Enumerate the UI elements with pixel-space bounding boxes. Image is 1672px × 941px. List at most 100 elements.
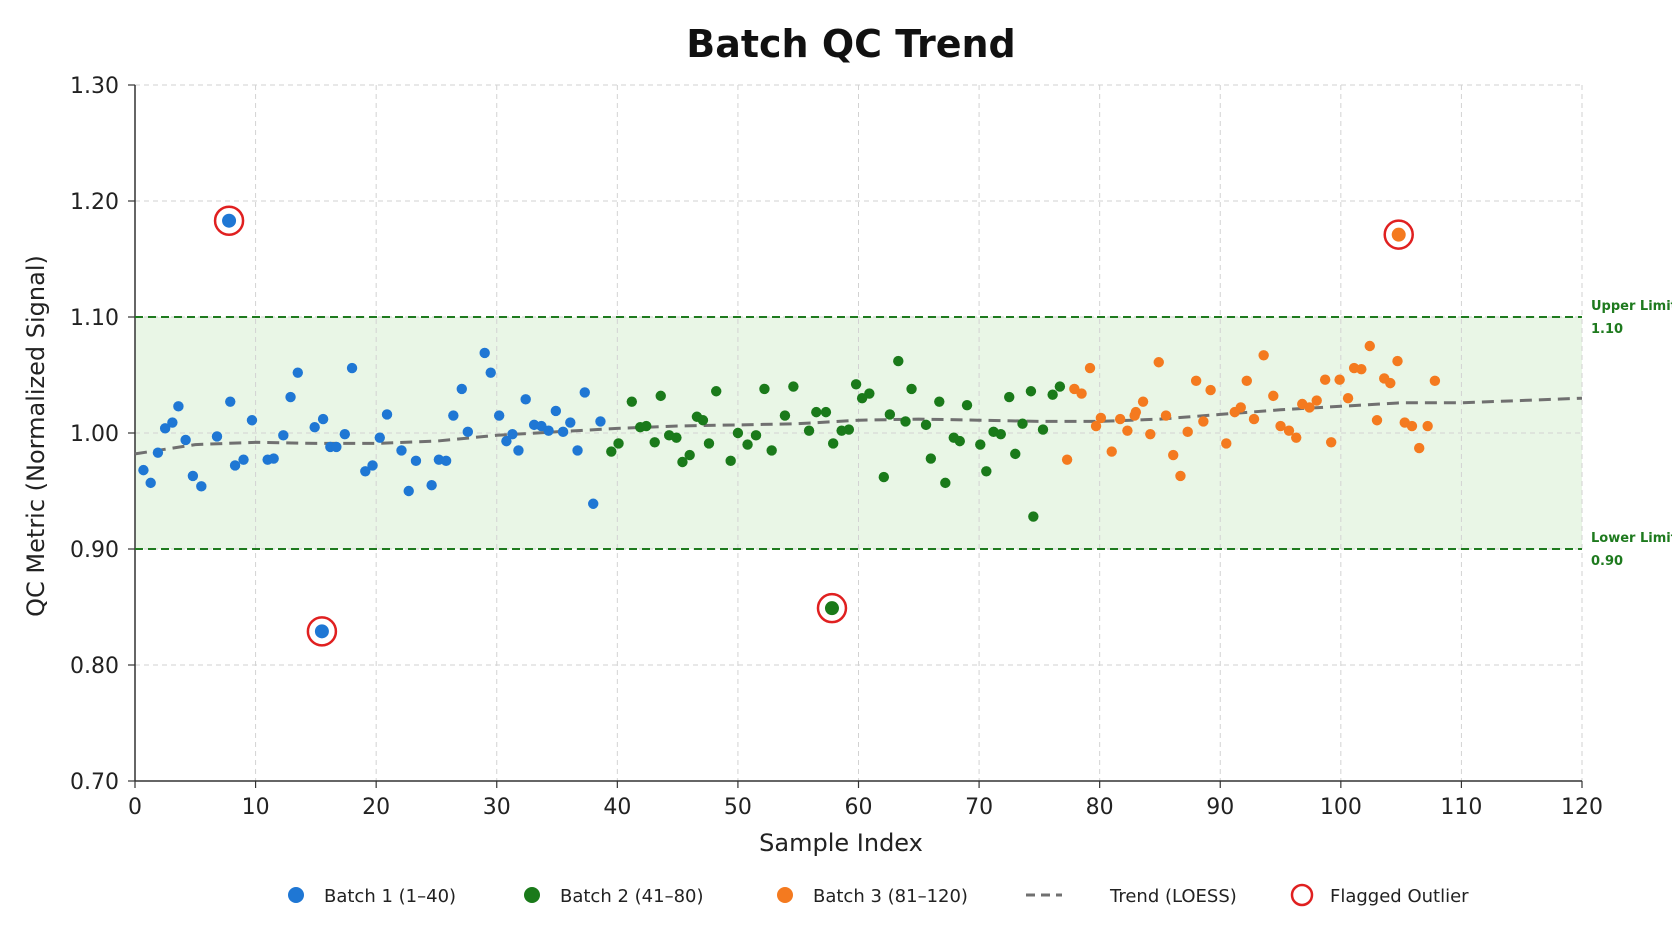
batch-1-point: [285, 391, 296, 403]
batch-1-point: [479, 347, 490, 359]
batch-2-point: [864, 388, 875, 399]
batch-1-point: [292, 367, 303, 378]
x-tick-label: 90: [1206, 795, 1234, 820]
batch-2-point: [954, 435, 965, 447]
x-tick-label: 40: [603, 795, 631, 820]
legend-marker: [288, 887, 304, 903]
batch-2-point: [827, 438, 839, 449]
batch-1-point: [152, 447, 164, 458]
batch-1-point: [360, 466, 371, 477]
limit-lines-layer: Upper Limit 1.10 Lower Limit 0.90: [135, 299, 1672, 569]
batch-3-point: [1182, 426, 1193, 438]
lower-limit-value: 0.90: [1591, 554, 1623, 569]
batch-1-point: [309, 422, 320, 433]
batch-1-point: [196, 481, 207, 492]
batch-3-point: [1221, 438, 1232, 449]
x-tick-label: 10: [242, 795, 270, 820]
batch-3-point: [1356, 364, 1367, 375]
batch-1-point: [448, 410, 459, 421]
batch-2-point: [940, 477, 951, 489]
batch-3-point: [1392, 355, 1403, 367]
legend: Batch 1 (1–40) Batch 2 (41–80) Batch 3 (81…: [288, 883, 1469, 907]
batch-3-point: [1422, 420, 1433, 432]
x-tick-label: 50: [724, 795, 752, 820]
batch-3-point: [1406, 420, 1418, 432]
batch-3-point: [1304, 402, 1315, 413]
trend-line: [134, 396, 1583, 456]
y-tick-label: 1.20: [70, 190, 119, 215]
x-tick-label: 0: [128, 795, 142, 820]
batch-1-point: [381, 409, 393, 420]
batch-2-point: [843, 424, 855, 435]
batch-2-point: [697, 415, 709, 426]
batch-2-point: [766, 445, 777, 456]
batch-1-point: [229, 460, 241, 471]
batch-2-point: [934, 396, 945, 407]
batch-3-point: [1283, 425, 1295, 436]
batch-1-point: [211, 431, 223, 442]
chart-title: Batch QC Trend: [686, 22, 1016, 66]
outlier-ring: [306, 616, 338, 647]
batch-1-point: [180, 434, 191, 446]
outlier-ring: [816, 592, 848, 624]
batch-3-point: [1084, 362, 1096, 374]
batch-3-point: [1414, 442, 1425, 454]
batch-1-point: [346, 362, 358, 374]
batch-3-point: [1319, 374, 1331, 385]
outlier-point: [314, 624, 329, 639]
batch-2-point: [779, 410, 791, 421]
batch-2-point: [1004, 391, 1015, 403]
batch-1-point: [501, 435, 512, 447]
outlier-ring: [1383, 219, 1414, 250]
x-tick-label: 70: [965, 795, 993, 820]
batch-3-point: [1106, 446, 1117, 457]
batch-1-point: [440, 455, 452, 467]
batch-1-point: [403, 485, 414, 497]
batch-3-point: [1153, 357, 1164, 368]
y-tick-label: 0.90: [70, 538, 119, 563]
x-tick-label: 110: [1440, 795, 1482, 820]
batch-2-point: [1028, 511, 1039, 522]
lower-limit-label: Lower Limit: [1591, 531, 1672, 546]
batch-2-point: [1047, 389, 1058, 400]
x-tick-label: 100: [1320, 795, 1362, 820]
batch-3-point: [1241, 375, 1252, 386]
batch-3-point: [1137, 396, 1149, 407]
batch-2-point: [732, 427, 744, 439]
batch-1-point: [374, 432, 385, 443]
legend-label: Batch 1 (1–40): [324, 886, 456, 907]
batch-3-point: [1076, 388, 1087, 399]
batch-3-point: [1145, 428, 1156, 440]
batch-2-point: [995, 428, 1006, 440]
batch-3-point: [1342, 393, 1354, 404]
batch-2-point: [711, 386, 722, 397]
batch-2-point: [900, 416, 911, 427]
batch-3-point: [1385, 377, 1396, 389]
batch-2-point: [788, 381, 799, 392]
trend-layer: [134, 396, 1583, 456]
batch-2-point: [671, 432, 682, 443]
batch-2-point: [1017, 418, 1028, 429]
batch-1-point: [410, 455, 422, 467]
batch-2-point: [649, 437, 660, 448]
batch-1-point: [543, 425, 554, 436]
batch-1-point: [159, 423, 171, 434]
batch-3-point: [1130, 406, 1142, 418]
batch-2-point: [613, 438, 624, 449]
batch-3-point: [1205, 384, 1216, 396]
batch-1-point: [588, 498, 599, 509]
batch-2-point: [961, 399, 973, 411]
outlier-point: [222, 213, 237, 228]
batch-2-point: [811, 406, 822, 418]
batch-3-point: [1371, 415, 1383, 426]
batch-2-point: [684, 449, 695, 461]
legend-item: Flagged Outlier: [1290, 883, 1469, 907]
legend-label: Trend (LOESS): [1109, 886, 1237, 907]
batch-2-point: [803, 425, 815, 436]
batch-1-point: [456, 383, 467, 395]
points-layer: [138, 340, 1441, 522]
batch-2-point: [750, 430, 762, 441]
legend-label: Batch 2 (41–80): [560, 886, 704, 907]
